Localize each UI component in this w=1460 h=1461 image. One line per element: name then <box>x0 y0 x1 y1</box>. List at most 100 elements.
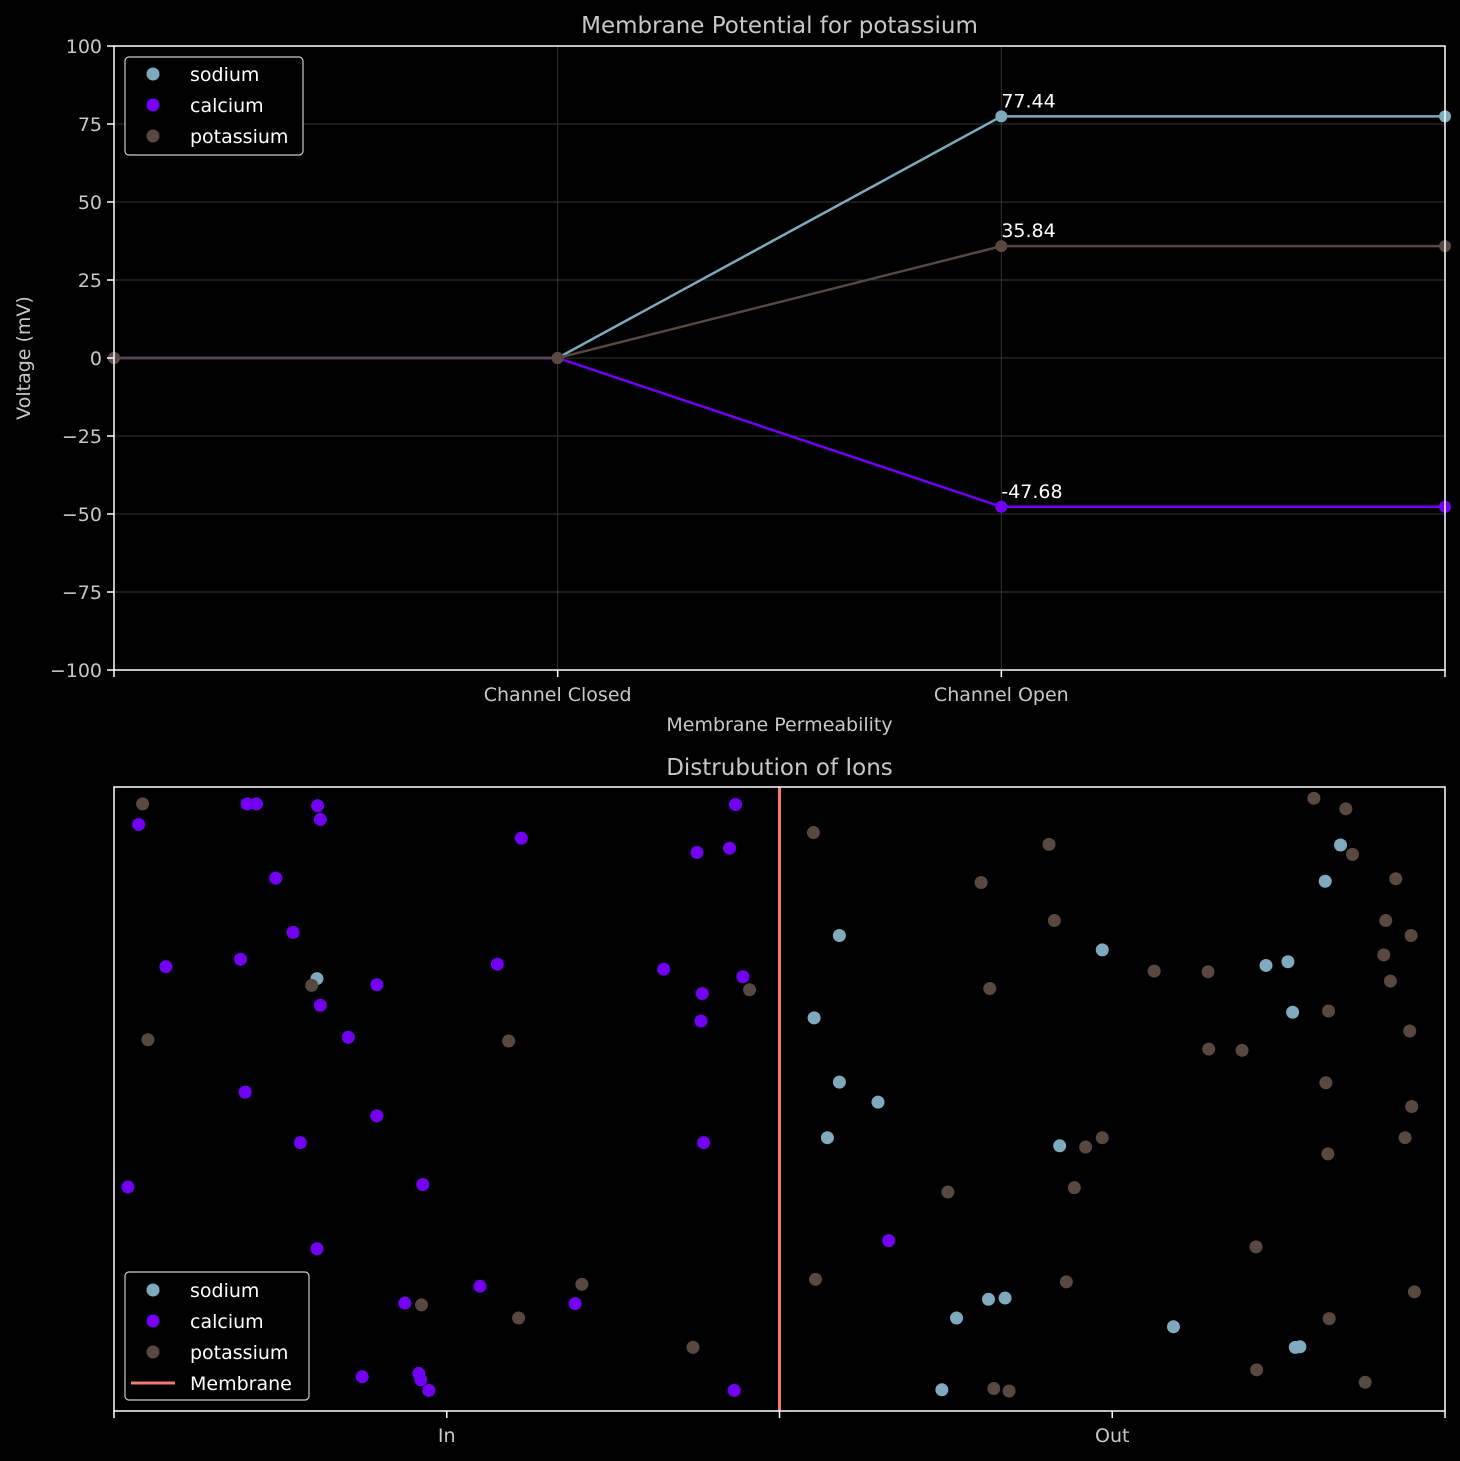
scatter-point-sodium <box>820 1131 834 1145</box>
scatter-point-potassium <box>743 983 757 997</box>
legend-label-sodium: sodium <box>190 1280 259 1302</box>
scatter-point-calcium <box>723 841 737 855</box>
legend-marker-sodium <box>146 1283 160 1297</box>
scatter-point-potassium <box>136 797 150 811</box>
scatter-point-potassium <box>1403 1024 1417 1038</box>
y-tick-label: −100 <box>50 660 102 682</box>
scatter-point-calcium <box>269 871 283 885</box>
scatter-point-calcium <box>729 797 743 811</box>
scatter-point-sodium <box>1259 958 1273 972</box>
scatter-point-calcium <box>233 952 247 966</box>
scatter-point-potassium <box>575 1277 589 1291</box>
data-label-sodium: 77.44 <box>1001 90 1055 112</box>
series-line-calcium <box>114 356 1445 509</box>
scatter-point-sodium <box>1334 838 1348 852</box>
scatter-point-potassium <box>1095 1131 1109 1145</box>
scatter-point-potassium <box>808 1272 822 1286</box>
scatter-point-potassium <box>1250 1363 1264 1377</box>
legend-label-potassium: potassium <box>190 126 288 148</box>
scatter-point-calcium <box>416 1177 430 1191</box>
scatter-point-calcium <box>882 1234 896 1248</box>
chart-title: Membrane Potential for potassium <box>581 13 978 39</box>
scatter-point-potassium <box>1042 837 1056 851</box>
legend-marker-calcium <box>146 98 160 112</box>
scatter-point-calcium <box>341 1030 355 1044</box>
scatter-point-calcium <box>414 1373 428 1387</box>
legend-marker-sodium <box>146 67 160 81</box>
scatter-point-calcium <box>694 1014 708 1028</box>
scatter-point-potassium <box>141 1033 155 1047</box>
scatter-point-potassium <box>1389 872 1403 886</box>
x-tick-label: Channel Open <box>934 684 1069 706</box>
scatter-point-sodium <box>998 1291 1012 1305</box>
y-tick-label: −75 <box>62 582 102 604</box>
scatter-point-calcium <box>286 925 300 939</box>
y-axis-label: Voltage (mV) <box>13 296 35 420</box>
scatter-point-calcium <box>240 797 254 811</box>
scatter-point-potassium <box>1067 1181 1081 1195</box>
scatter-point-calcium <box>690 846 704 860</box>
scatter-point-sodium <box>807 1011 821 1025</box>
data-label-calcium: -47.68 <box>1001 481 1062 503</box>
x-tick-label: In <box>438 1425 456 1447</box>
y-tick-label: 25 <box>78 270 102 292</box>
scatter-point-potassium <box>686 1340 700 1354</box>
legend-box <box>124 56 304 156</box>
y-tick-label: 100 <box>66 36 102 58</box>
scatter-point-potassium <box>987 1382 1001 1396</box>
scatter-point-sodium <box>950 1311 964 1325</box>
scatter-point-calcium <box>657 962 671 976</box>
scatter-point-potassium <box>1339 802 1353 816</box>
scatter-point-calcium <box>121 1180 135 1194</box>
scatter-point-sodium <box>981 1292 995 1306</box>
legend-label-calcium: calcium <box>190 1311 264 1333</box>
scatter-point-sodium <box>1286 1005 1300 1019</box>
scatter-point-calcium <box>727 1383 741 1397</box>
scatter-point-sodium <box>832 929 846 943</box>
x-axis-label: Membrane Permeability <box>666 714 892 736</box>
scatter-point-sodium <box>1095 943 1109 957</box>
scatter-point-calcium <box>370 978 384 992</box>
scatter-point-calcium <box>490 957 504 971</box>
scatter-point-calcium <box>695 987 709 1001</box>
scatter-point-calcium <box>249 797 263 811</box>
y-tick-label: 50 <box>78 192 102 214</box>
scatter-point-potassium <box>983 982 997 996</box>
data-point-sodium <box>995 110 1008 123</box>
scatter-point-sodium <box>1318 874 1332 888</box>
scatter-point-potassium <box>1047 914 1061 928</box>
scatter-point-calcium <box>398 1296 412 1310</box>
scatter-point-potassium <box>1059 1275 1073 1289</box>
scatter-point-potassium <box>1383 974 1397 988</box>
scatter-point-potassium <box>1002 1384 1016 1398</box>
scatter-point-sodium <box>1293 1340 1307 1354</box>
scatter-point-potassium <box>1405 1099 1419 1113</box>
scatter-point-calcium <box>313 998 327 1012</box>
data-label-potassium: 35.84 <box>1001 220 1055 242</box>
scatter-point-calcium <box>293 1136 307 1150</box>
scatter-point-calcium <box>310 1242 324 1256</box>
scatter-point-potassium <box>1379 914 1393 928</box>
scatter-point-calcium <box>159 960 173 974</box>
scatter-point-potassium <box>1319 1076 1333 1090</box>
scatter-point-potassium <box>512 1311 526 1325</box>
scatter-point-potassium <box>1235 1043 1249 1057</box>
scatter-point-potassium <box>305 978 319 992</box>
y-tick-label: 75 <box>78 114 102 136</box>
scatter-point-potassium <box>1404 929 1418 943</box>
scatter-point-calcium <box>132 817 146 831</box>
chart-title: Distrubution of Ions <box>666 755 893 781</box>
scatter-point-calcium <box>370 1109 384 1123</box>
scatter-point-potassium <box>1321 1147 1335 1161</box>
scatter-point-calcium <box>311 799 325 813</box>
scatter-point-calcium <box>422 1383 436 1397</box>
scatter-point-calcium <box>238 1085 252 1099</box>
scatter-point-potassium <box>1377 948 1391 962</box>
scatter-point-sodium <box>1281 955 1295 969</box>
scatter-point-potassium <box>1358 1375 1372 1389</box>
scatter-point-potassium <box>1147 964 1161 978</box>
legend-label-potassium: potassium <box>190 1342 288 1364</box>
scatter-point-calcium <box>697 1136 711 1150</box>
scatter-point-sodium <box>871 1095 885 1109</box>
